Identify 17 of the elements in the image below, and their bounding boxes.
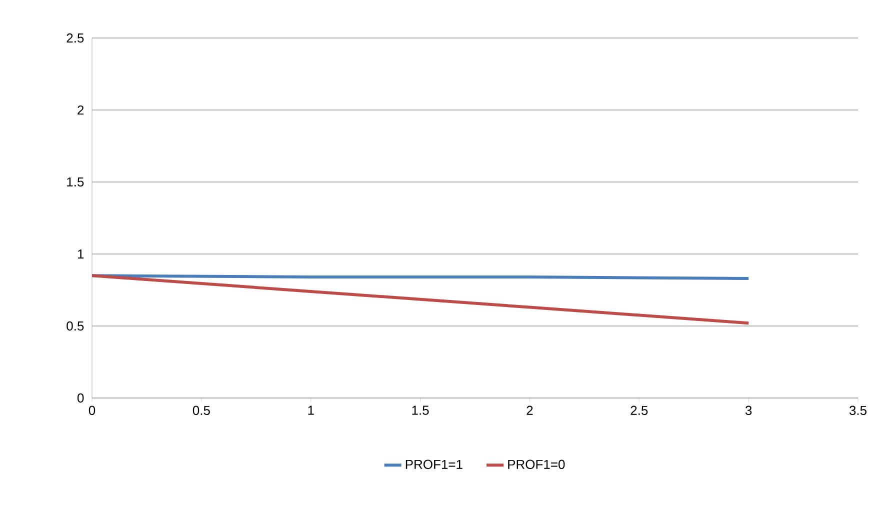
x-tick-label: 0 bbox=[88, 406, 96, 416]
x-tick-label: 1 bbox=[308, 406, 314, 415]
x-tick-label: 3 bbox=[745, 406, 752, 416]
x-tick-label: 1.5 bbox=[412, 406, 429, 415]
line-series bbox=[92, 274, 750, 325]
x-tick-label: 2.5 bbox=[630, 406, 648, 416]
legend-label: PROF1=0 bbox=[508, 460, 565, 470]
y-tick-label: 1 bbox=[78, 250, 84, 258]
legend-label: PROF1=1 bbox=[406, 460, 462, 470]
y-tick-label: 1.5 bbox=[67, 177, 84, 187]
x-tick-label: 0.5 bbox=[192, 406, 210, 416]
y-tick-label: 2 bbox=[78, 105, 84, 115]
y-tick-label: 0 bbox=[77, 393, 84, 403]
y-tick-label: 0.5 bbox=[66, 321, 84, 331]
y-tick-label: 2.5 bbox=[66, 33, 84, 43]
x-tick-label: 3.5 bbox=[849, 406, 866, 416]
x-tick-label: 2 bbox=[526, 406, 533, 415]
